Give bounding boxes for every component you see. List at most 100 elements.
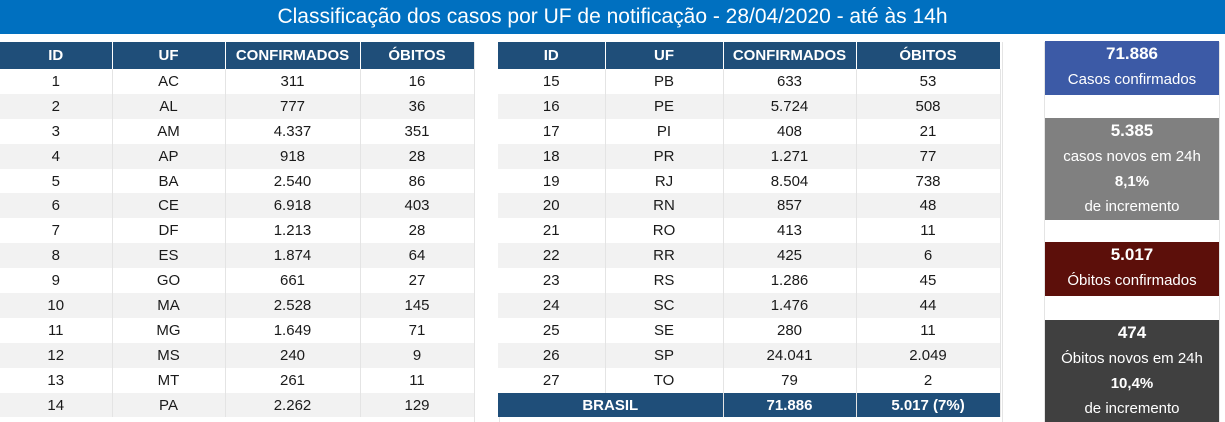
- table-row: 22 RR 425 6: [498, 243, 1001, 269]
- table-row: 25 SE 280 11: [498, 317, 1001, 343]
- card-percent: 10,4%: [1110, 375, 1154, 392]
- cell-confirmed: 261: [225, 367, 361, 393]
- cell-confirmed: 857: [723, 193, 857, 219]
- cell-deaths: 16: [360, 69, 475, 94]
- cell-confirmed: 633: [723, 69, 857, 94]
- cell-id: 6: [0, 193, 113, 219]
- spreadsheet-grid: ID UF CONFIRMADOS ÓBITOS 1 AC 311 16 2 AL 777 3…: [0, 34, 1225, 422]
- table-row: 20 RN 857 48: [498, 193, 1001, 219]
- card-value: 5.385: [1110, 121, 1154, 140]
- cell-uf: SE: [605, 317, 724, 343]
- cell-id: 17: [498, 118, 606, 144]
- table-row: 14 PA 2.262 129: [0, 392, 475, 418]
- cell-deaths: 28: [360, 143, 475, 169]
- col-header-deaths: ÓBITOS: [360, 42, 475, 69]
- cell-confirmed: 1.213: [225, 218, 361, 244]
- card-label: Óbitos novos em 24h: [1061, 350, 1203, 367]
- cell-id: 7: [0, 218, 113, 244]
- card-new-deaths: 474 Óbitos novos em 24h 10,4% de increme…: [1045, 320, 1219, 422]
- cell-id: 26: [498, 342, 606, 368]
- card-confirmed-cases: 71.886 Casos confirmados: [1045, 41, 1219, 95]
- col-header-confirmed: CONFIRMADOS: [723, 42, 857, 69]
- card-value: 5.017: [1110, 245, 1154, 264]
- cell-deaths: 21: [856, 118, 1001, 144]
- cell-id: 22: [498, 243, 606, 269]
- cell-confirmed: 8.504: [723, 168, 857, 194]
- cell-id: 13: [0, 367, 113, 393]
- cell-uf: MS: [112, 342, 226, 368]
- cell-deaths: 71: [360, 317, 475, 343]
- cell-uf: SP: [605, 342, 724, 368]
- col-header-uf: UF: [605, 42, 724, 69]
- cell-confirmed: 280: [723, 317, 857, 343]
- cell-confirmed: 918: [225, 143, 361, 169]
- cell-uf: SC: [605, 293, 724, 318]
- card-percent-label: de incremento: [1084, 198, 1180, 215]
- table-row: 3 AM 4.337 351: [0, 118, 475, 144]
- cell-confirmed: 1.286: [723, 268, 857, 294]
- left-table: ID UF CONFIRMADOS ÓBITOS 1 AC 311 16 2 AL 777 3…: [0, 42, 475, 418]
- cell-deaths: 64: [360, 243, 475, 269]
- cell-uf: RO: [605, 218, 724, 244]
- table-row: 8 ES 1.874 64: [0, 243, 475, 269]
- cell-deaths: 53: [856, 69, 1001, 94]
- table-row: 21 RO 413 11: [498, 218, 1001, 244]
- cell-uf: MT: [112, 367, 226, 393]
- cell-deaths: 6: [856, 243, 1001, 269]
- cell-deaths: 9: [360, 342, 475, 368]
- cell-id: 19: [498, 168, 606, 194]
- col-header-id: ID: [498, 42, 606, 69]
- cell-uf: RN: [605, 193, 724, 219]
- cell-confirmed: 1.874: [225, 243, 361, 269]
- page-title: Classificação dos casos por UF de notifi…: [0, 0, 1225, 34]
- table-row: 12 MS 240 9: [0, 342, 475, 368]
- cell-confirmed: 408: [723, 118, 857, 144]
- cell-confirmed: 1.649: [225, 317, 361, 343]
- cell-uf: RR: [605, 243, 724, 269]
- cell-confirmed: 5.724: [723, 93, 857, 119]
- cell-id: 18: [498, 143, 606, 169]
- cell-confirmed: 1.476: [723, 293, 857, 318]
- cell-confirmed: 413: [723, 218, 857, 244]
- table-row: 13 MT 261 11: [0, 367, 475, 393]
- table-row: 15 PB 633 53: [498, 69, 1001, 94]
- cell-uf: AP: [112, 143, 226, 169]
- total-row: BRASIL 71.886 5.017 (7%): [498, 392, 1001, 418]
- cell-id: 9: [0, 268, 113, 294]
- cell-deaths: 11: [856, 317, 1001, 343]
- cell-uf: CE: [112, 193, 226, 219]
- table-row: 7 DF 1.213 28: [0, 218, 475, 244]
- cell-uf: MA: [112, 293, 226, 318]
- cell-id: 4: [0, 143, 113, 169]
- cell-uf: AM: [112, 118, 226, 144]
- grid-line: [1002, 42, 1003, 422]
- card-percent-label: de incremento: [1084, 400, 1180, 417]
- cell-deaths: 86: [360, 168, 475, 194]
- cell-deaths: 508: [856, 93, 1001, 119]
- cell-confirmed: 311: [225, 69, 361, 94]
- card-label: Casos confirmados: [1067, 71, 1197, 88]
- cell-uf: PA: [112, 392, 226, 418]
- cell-uf: BA: [112, 168, 226, 194]
- table-row: 18 PR 1.271 77: [498, 143, 1001, 169]
- cell-deaths: 11: [360, 367, 475, 393]
- cell-deaths: 77: [856, 143, 1001, 169]
- cell-deaths: 11: [856, 218, 1001, 244]
- cell-deaths: 45: [856, 268, 1001, 294]
- table-row: 1 AC 311 16: [0, 69, 475, 94]
- card-label: Óbitos confirmados: [1067, 272, 1197, 289]
- cell-deaths: 2.049: [856, 342, 1001, 368]
- grid-line: [1219, 42, 1220, 422]
- cell-deaths: 28: [360, 218, 475, 244]
- cell-uf: MG: [112, 317, 226, 343]
- col-header-uf: UF: [112, 42, 226, 69]
- col-header-id: ID: [0, 42, 113, 69]
- cell-id: 20: [498, 193, 606, 219]
- table-row: 9 GO 661 27: [0, 268, 475, 294]
- cell-uf: DF: [112, 218, 226, 244]
- table-row: 11 MG 1.649 71: [0, 317, 475, 343]
- cell-id: 1: [0, 69, 113, 94]
- table-row: 5 BA 2.540 86: [0, 168, 475, 194]
- right-table: ID UF CONFIRMADOS ÓBITOS 15 PB 633 53 16 PE 5.…: [498, 42, 1001, 418]
- cell-id: 11: [0, 317, 113, 343]
